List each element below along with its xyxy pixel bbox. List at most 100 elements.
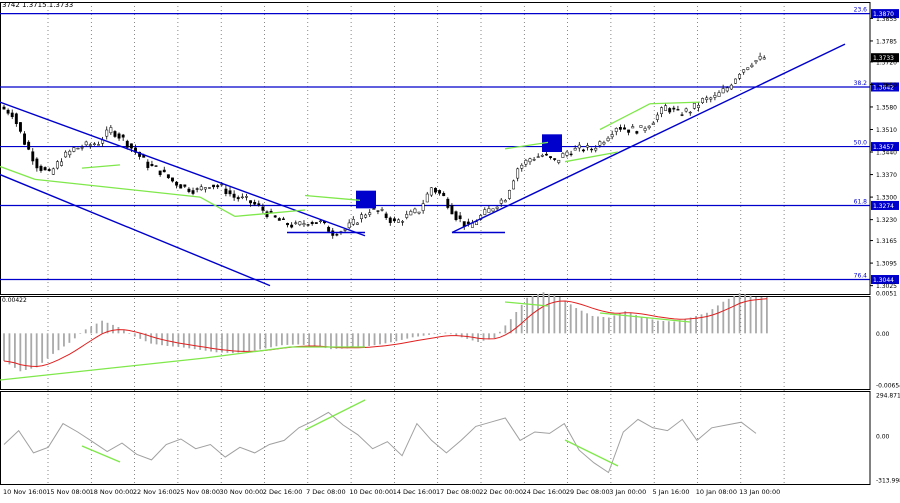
macd-bar [744, 294, 747, 334]
macd-divergence-line [0, 357, 206, 381]
macd-bar [275, 333, 278, 347]
macd-bar [117, 327, 120, 334]
candle-body [717, 92, 721, 97]
candle-body [60, 161, 63, 166]
candle-body [438, 190, 442, 194]
macd-bar [646, 318, 648, 334]
macd-bar [313, 333, 316, 346]
fib-ratio-label: 23.6 [854, 7, 868, 14]
macd-top-label: 0.00422 [2, 297, 27, 304]
macd-bar [242, 333, 245, 353]
candle-body [471, 223, 474, 228]
fib-price-badge [871, 82, 899, 92]
candle-body [39, 165, 43, 171]
y-tick-label: 1.3650 [876, 82, 897, 89]
macd-bar [24, 333, 27, 370]
macd-bar [128, 333, 131, 334]
candle-body [388, 217, 392, 223]
macd-bar [155, 333, 158, 345]
macd-bar [515, 312, 518, 334]
macd-bar [640, 316, 643, 334]
fib-price-label: 1.3044 [873, 277, 894, 284]
candle-body [409, 211, 413, 216]
fib-price-label: 1.3457 [873, 144, 894, 151]
candle-body [376, 210, 380, 212]
macd-bar [439, 333, 441, 334]
candle-body [680, 114, 684, 116]
candle-body [154, 165, 158, 167]
candle-body [257, 203, 261, 205]
cci-tick-label: -313.998 [876, 478, 900, 485]
macd-bar [558, 296, 561, 334]
candle-body [261, 206, 265, 211]
candle-body [553, 158, 557, 160]
macd-tick-label: 0.00 [876, 331, 890, 338]
candle-body [536, 156, 540, 158]
candle-body [51, 168, 55, 175]
candle-body [688, 111, 692, 114]
macd-bar [362, 333, 365, 347]
candle-body [125, 140, 129, 148]
candle-body [335, 234, 339, 236]
candle-body [643, 128, 647, 131]
macd-bar [651, 319, 654, 334]
macd-bar [199, 333, 202, 350]
price-candles [2, 52, 766, 239]
macd-bar [564, 300, 567, 334]
candle-body [76, 147, 80, 150]
candle-body [660, 107, 663, 114]
macd-bar [542, 292, 545, 334]
macd-bar [406, 333, 409, 339]
divergence-line [234, 209, 306, 218]
candle-body [302, 223, 306, 226]
macd-bar [586, 313, 588, 334]
fib-price-label: 1.3642 [873, 84, 894, 91]
divergence-line [81, 164, 121, 169]
y-tick-label: 1.3300 [876, 195, 897, 202]
macd-bar [3, 333, 5, 361]
candle-body [281, 218, 285, 220]
candle-body [199, 186, 203, 191]
candle-body [762, 57, 766, 60]
candle-body [314, 222, 318, 224]
divergence-line [504, 141, 549, 150]
candle-body [495, 206, 499, 209]
macd-bar [351, 333, 354, 348]
candle-body [129, 143, 133, 149]
fib-price-badge [871, 142, 899, 152]
candle-body [113, 131, 117, 137]
macd-bar [482, 333, 485, 341]
macd-bar [493, 333, 496, 339]
panel-border [0, 2, 871, 295]
macd-bar [580, 310, 583, 334]
candle-body [306, 224, 310, 226]
candle-body [318, 220, 322, 222]
candle-body [425, 193, 429, 203]
candle-body [55, 161, 59, 169]
macd-bar [389, 333, 392, 343]
macd-bar [210, 333, 212, 352]
fib-ratio-label: 76.4 [854, 273, 868, 280]
candle-body [569, 153, 573, 156]
candle-body [610, 134, 614, 138]
candle-body [512, 180, 516, 190]
macd-bar [433, 333, 436, 335]
macd-bar [270, 333, 272, 348]
macd-bar [52, 333, 54, 354]
macd-bar [106, 322, 109, 334]
x-tick-label: 10 Dec 00:00 [349, 488, 393, 496]
current-price-label: 1.3733 [873, 55, 894, 62]
macd-bar [324, 333, 327, 349]
x-tick-label: 13 Jan 00:00 [739, 488, 780, 496]
candle-body [606, 137, 610, 142]
macd-bar [286, 333, 289, 345]
macd-bar [226, 333, 229, 353]
macd-bar [101, 320, 103, 334]
candle-body [651, 122, 655, 125]
macd-bar [455, 333, 458, 336]
macd-bar [346, 333, 349, 349]
y-tick-label: 1.3580 [876, 104, 897, 111]
macd-divergence-line [504, 301, 549, 307]
macd-bar [188, 333, 191, 349]
